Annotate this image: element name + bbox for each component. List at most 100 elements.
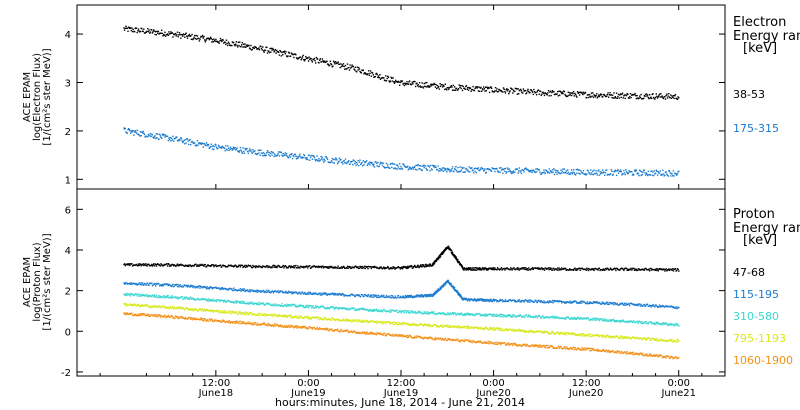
data-point <box>462 299 464 301</box>
data-point <box>264 313 266 315</box>
data-point <box>210 143 212 145</box>
data-point <box>284 53 286 55</box>
data-point <box>149 132 152 135</box>
data-point <box>245 46 247 48</box>
data-point <box>496 300 499 302</box>
data-point <box>571 317 573 319</box>
data-point <box>357 266 359 268</box>
data-point <box>129 303 132 305</box>
data-point <box>185 32 187 34</box>
data-point <box>334 157 337 159</box>
data-point <box>389 321 392 324</box>
data-point <box>321 158 323 160</box>
data-point <box>302 265 304 268</box>
data-point <box>212 298 214 300</box>
data-point <box>465 298 468 300</box>
data-point <box>676 174 678 176</box>
data-point <box>543 169 545 171</box>
data-point <box>592 96 595 98</box>
data-point <box>351 64 353 66</box>
data-point <box>488 300 491 303</box>
data-point <box>281 290 283 292</box>
data-point <box>134 130 136 132</box>
data-point <box>338 292 341 295</box>
data-point <box>305 55 307 58</box>
data-point <box>176 140 179 142</box>
data-point <box>529 91 531 94</box>
data-point <box>228 149 230 152</box>
data-point <box>619 169 622 171</box>
data-point <box>427 294 430 297</box>
data-point <box>449 283 452 286</box>
data-point <box>168 33 171 35</box>
data-point <box>360 321 363 323</box>
data-point <box>237 290 239 292</box>
data-point <box>311 306 314 308</box>
data-point <box>231 149 234 151</box>
data-point <box>393 167 395 170</box>
data-point <box>672 175 674 177</box>
data-point <box>248 314 250 316</box>
data-point <box>141 131 143 133</box>
data-point <box>463 167 465 169</box>
data-point <box>189 286 191 288</box>
data-point <box>285 267 288 269</box>
data-point <box>652 171 654 173</box>
data-point <box>375 161 377 163</box>
data-point <box>678 325 680 327</box>
data-point <box>380 322 382 324</box>
data-point <box>465 313 467 316</box>
data-point <box>174 33 176 36</box>
data-point <box>401 167 403 169</box>
data-point <box>239 150 241 152</box>
data-point <box>612 302 614 304</box>
data-point <box>505 268 507 270</box>
data-point <box>239 289 241 291</box>
data-point <box>431 169 433 171</box>
data-point <box>144 32 146 34</box>
data-point <box>196 144 198 146</box>
data-point <box>574 317 577 319</box>
data-point <box>161 283 163 286</box>
data-point <box>417 264 419 266</box>
data-point <box>592 268 595 270</box>
data-point <box>285 316 288 318</box>
data-point <box>233 287 235 289</box>
data-point <box>129 283 132 285</box>
data-point <box>193 297 195 300</box>
data-point <box>272 290 274 292</box>
data-point <box>131 304 133 307</box>
data-point <box>615 170 617 172</box>
data-point <box>395 168 397 170</box>
data-point <box>460 169 462 171</box>
data-point <box>338 157 341 159</box>
data-point <box>281 303 283 305</box>
data-point <box>472 269 474 271</box>
data-point <box>152 294 154 297</box>
data-point <box>405 267 407 269</box>
data-point <box>167 284 169 287</box>
data-point <box>666 323 668 325</box>
data-point <box>475 300 477 302</box>
data-point <box>385 296 387 298</box>
data-point <box>153 265 156 267</box>
data-point <box>188 309 190 311</box>
data-point <box>582 172 584 174</box>
data-point <box>422 86 424 88</box>
data-point <box>197 144 199 147</box>
data-point <box>632 173 634 175</box>
data-point <box>506 267 509 269</box>
data-point <box>325 61 327 64</box>
data-point <box>425 86 427 88</box>
data-point <box>137 283 140 286</box>
data-point <box>432 264 434 266</box>
data-point <box>569 173 571 175</box>
data-point <box>330 64 333 66</box>
data-point <box>241 300 243 302</box>
data-point <box>235 302 238 304</box>
data-point <box>161 307 163 309</box>
data-point <box>133 31 136 33</box>
data-point <box>373 166 376 168</box>
data-point <box>588 96 590 99</box>
data-point <box>371 309 373 312</box>
